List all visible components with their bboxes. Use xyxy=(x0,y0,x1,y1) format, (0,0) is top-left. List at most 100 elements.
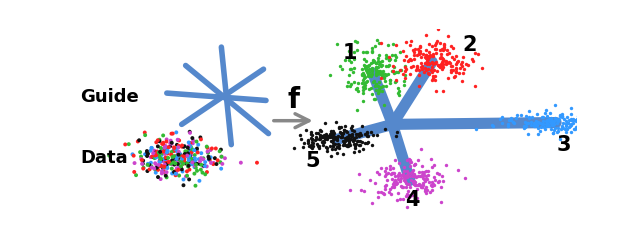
Point xyxy=(381,173,392,176)
Point xyxy=(545,111,555,115)
Point xyxy=(150,154,160,158)
Point xyxy=(573,117,584,121)
Point xyxy=(174,154,184,158)
Point xyxy=(172,166,182,170)
Point xyxy=(176,164,186,168)
Point xyxy=(182,152,193,156)
Point xyxy=(429,183,439,187)
Point xyxy=(313,131,323,135)
Point xyxy=(188,161,198,164)
Point xyxy=(148,155,159,159)
Point xyxy=(156,157,166,161)
Point xyxy=(561,124,572,128)
Point xyxy=(307,140,317,144)
Point xyxy=(392,130,403,134)
Point xyxy=(438,62,448,65)
Point xyxy=(359,84,369,87)
Point xyxy=(217,162,227,166)
Point xyxy=(399,169,409,173)
Point xyxy=(367,69,378,73)
Point xyxy=(216,155,227,158)
Point xyxy=(367,143,377,147)
Point xyxy=(566,130,577,134)
Point xyxy=(202,146,212,150)
Point xyxy=(550,103,560,107)
Point xyxy=(190,156,200,160)
Point xyxy=(162,159,172,163)
Point xyxy=(184,141,194,144)
Point xyxy=(376,70,387,74)
Point xyxy=(392,86,403,90)
Point xyxy=(377,70,387,74)
Point xyxy=(216,167,227,171)
Point xyxy=(165,141,175,145)
Point xyxy=(140,130,150,134)
Point xyxy=(375,69,385,73)
Point xyxy=(371,68,381,72)
Point xyxy=(522,121,532,125)
Point xyxy=(415,65,426,68)
Point xyxy=(415,61,426,65)
Point xyxy=(161,156,171,159)
Point xyxy=(430,61,440,65)
Point xyxy=(200,164,210,168)
Point xyxy=(314,128,324,132)
Point xyxy=(378,191,388,195)
Point xyxy=(435,48,445,52)
Point xyxy=(320,137,330,141)
Point xyxy=(381,53,392,57)
Point xyxy=(151,140,161,144)
Point xyxy=(568,121,578,125)
Point xyxy=(456,62,467,66)
Point xyxy=(543,123,554,127)
Point xyxy=(451,70,461,73)
Point xyxy=(172,149,182,153)
Point xyxy=(159,158,170,162)
Point xyxy=(359,81,369,85)
Point xyxy=(338,131,348,135)
Point xyxy=(584,118,594,121)
Point xyxy=(406,171,416,174)
Point xyxy=(412,65,422,69)
Point xyxy=(185,150,195,154)
Point xyxy=(142,149,152,153)
Point xyxy=(395,50,405,54)
Point xyxy=(151,153,161,157)
Point xyxy=(460,176,470,180)
Point xyxy=(172,143,182,147)
Point xyxy=(424,62,434,65)
Point xyxy=(169,163,179,167)
Point xyxy=(336,135,346,139)
Point xyxy=(392,181,402,185)
Point xyxy=(216,148,226,152)
Point xyxy=(345,84,355,88)
Point xyxy=(337,131,348,135)
Point xyxy=(352,108,362,112)
Point xyxy=(419,52,429,56)
Point xyxy=(198,156,209,160)
Point xyxy=(383,63,394,67)
Point xyxy=(561,122,571,126)
Point xyxy=(338,152,348,156)
Point xyxy=(368,80,378,84)
Point xyxy=(173,138,183,142)
Point xyxy=(415,183,425,187)
Point xyxy=(556,125,566,129)
Point xyxy=(339,141,349,145)
Point xyxy=(166,139,176,143)
Point xyxy=(463,63,474,66)
Point xyxy=(367,49,378,53)
Point xyxy=(192,169,202,173)
Point xyxy=(366,73,376,77)
Point xyxy=(141,152,152,156)
Point xyxy=(561,119,571,123)
Point xyxy=(401,194,411,198)
Point xyxy=(422,188,432,192)
Point xyxy=(367,65,377,69)
Point xyxy=(177,157,188,161)
Point xyxy=(428,182,438,186)
Point xyxy=(369,97,379,100)
Point xyxy=(599,115,609,119)
Point xyxy=(342,143,353,147)
Point xyxy=(616,119,626,122)
